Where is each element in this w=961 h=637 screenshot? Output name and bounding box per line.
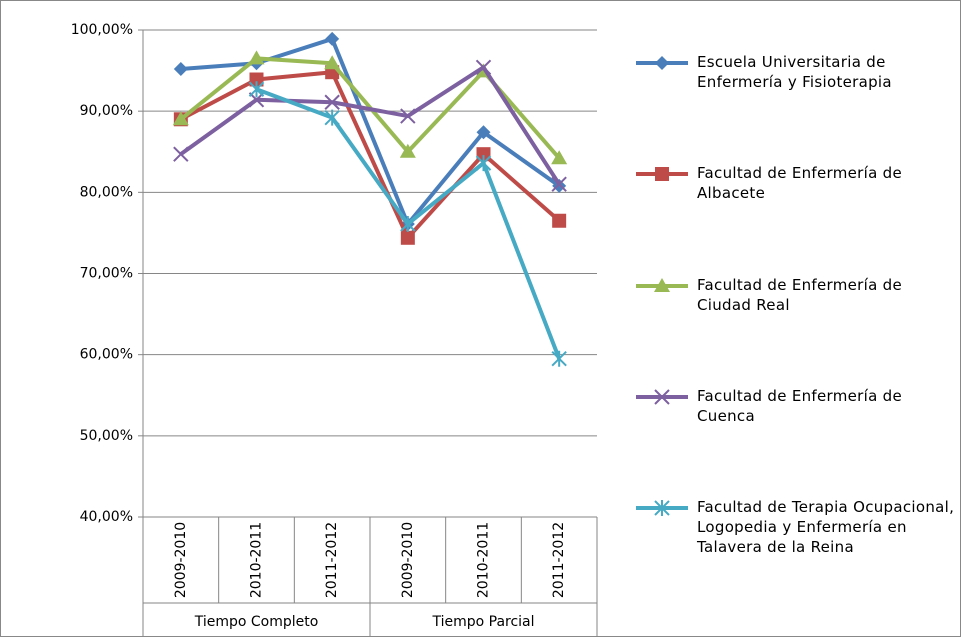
x-tick-label: 2010-2011 bbox=[249, 522, 265, 598]
marker bbox=[173, 61, 188, 76]
series-line bbox=[179, 70, 561, 240]
y-tick-label: 90,00% bbox=[80, 103, 133, 119]
marker bbox=[551, 350, 567, 367]
legend-label: Escuela Universitaria de Enfermería y Fi… bbox=[697, 53, 892, 91]
marker bbox=[654, 389, 670, 405]
y-tick-label: 80,00% bbox=[80, 184, 133, 200]
marker bbox=[655, 56, 669, 70]
marker bbox=[400, 108, 416, 124]
marker bbox=[324, 55, 341, 70]
y-tick-label: 40,00% bbox=[80, 509, 133, 525]
marker bbox=[475, 155, 492, 172]
x-tick-label: 2011-2012 bbox=[324, 522, 340, 598]
marker bbox=[552, 213, 567, 228]
x-tick-label: 2011-2012 bbox=[551, 522, 567, 598]
marker bbox=[400, 230, 415, 245]
series-line bbox=[180, 36, 561, 226]
y-tick-label: 100,00% bbox=[71, 22, 133, 38]
marker bbox=[324, 109, 340, 126]
y-tick-label: 60,00% bbox=[80, 347, 133, 363]
y-tick-label: 70,00% bbox=[80, 266, 133, 282]
marker bbox=[475, 59, 492, 76]
y-tick-label: 50,00% bbox=[80, 428, 133, 444]
marker bbox=[551, 176, 567, 192]
legend-label: Facultad de Enfermería de Ciudad Real bbox=[697, 276, 903, 314]
marker bbox=[248, 50, 265, 65]
marker bbox=[172, 111, 189, 126]
group-label: Tiempo Parcial bbox=[431, 614, 534, 630]
legend-label: Facultad de Enfermería de Cuenca bbox=[697, 387, 903, 425]
marker bbox=[476, 125, 491, 140]
marker bbox=[551, 150, 568, 165]
marker bbox=[654, 278, 670, 292]
x-tick-label: 2009-2010 bbox=[400, 522, 416, 598]
marker bbox=[399, 143, 416, 158]
x-tick-label: 2009-2010 bbox=[173, 522, 189, 598]
x-tick-label: 2010-2011 bbox=[476, 522, 492, 598]
series-line bbox=[179, 65, 561, 186]
marker bbox=[248, 81, 265, 98]
marker bbox=[655, 167, 669, 181]
group-label: Tiempo Completo bbox=[194, 614, 319, 630]
marker bbox=[325, 31, 340, 46]
marker bbox=[654, 500, 670, 516]
marker bbox=[476, 147, 491, 162]
marker bbox=[173, 146, 189, 162]
marker bbox=[249, 72, 264, 87]
marker bbox=[400, 215, 416, 232]
marker bbox=[324, 94, 340, 110]
legend-label: Facultad de Terapia Ocupacional, Logoped… bbox=[697, 498, 955, 556]
legend-label: Facultad de Enfermería de Albacete bbox=[697, 164, 903, 202]
